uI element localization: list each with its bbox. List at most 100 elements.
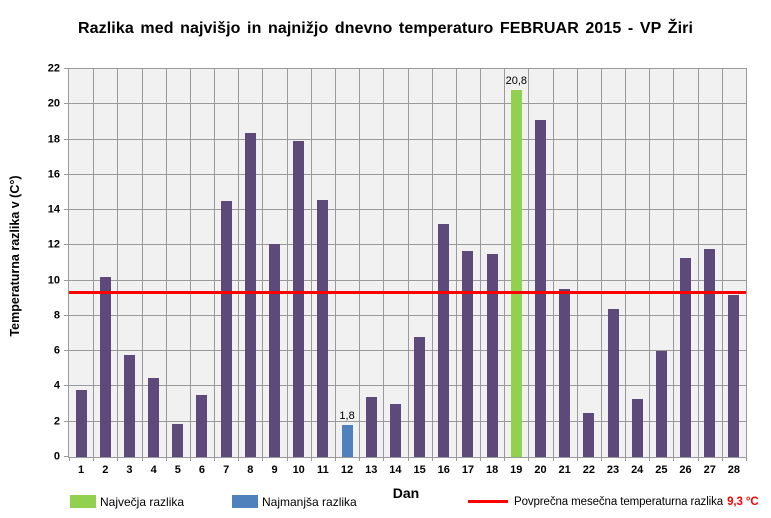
gridline-vertical bbox=[165, 69, 167, 457]
x-axis-title: Dan bbox=[392, 485, 420, 501]
x-tick-mark bbox=[455, 457, 457, 461]
x-tick-mark bbox=[238, 457, 240, 461]
gridline-vertical bbox=[383, 69, 385, 457]
legend-item-max: Največja razlika bbox=[70, 494, 184, 509]
gridline-vertical bbox=[359, 69, 361, 457]
x-tick-label: 27 bbox=[703, 464, 716, 476]
bar-day-6 bbox=[196, 395, 208, 457]
gridline-vertical bbox=[117, 69, 119, 457]
gridline-vertical bbox=[310, 69, 312, 457]
y-tick-mark bbox=[64, 350, 69, 352]
bar-day-24 bbox=[631, 398, 643, 457]
bar-day-17 bbox=[462, 250, 474, 457]
x-tick-mark bbox=[625, 457, 627, 461]
x-tick-label: 19 bbox=[510, 464, 523, 476]
gridline-vertical bbox=[721, 69, 723, 457]
gridline-vertical bbox=[431, 69, 433, 457]
gridline-vertical bbox=[673, 69, 675, 457]
x-tick-label: 4 bbox=[150, 464, 157, 476]
x-tick-mark bbox=[310, 457, 312, 461]
x-tick-label: 2 bbox=[102, 464, 109, 476]
x-tick-label: 16 bbox=[437, 464, 450, 476]
average-line bbox=[69, 290, 746, 294]
x-tick-label: 9 bbox=[271, 464, 278, 476]
x-tick-mark bbox=[165, 457, 167, 461]
y-tick-mark bbox=[64, 244, 69, 246]
x-tick-mark bbox=[383, 457, 385, 461]
gridline-vertical bbox=[189, 69, 191, 457]
gridline-vertical bbox=[625, 69, 627, 457]
bar-day-2 bbox=[99, 277, 111, 457]
x-tick-mark bbox=[746, 457, 747, 461]
x-tick-mark bbox=[673, 457, 675, 461]
bar-day-27 bbox=[704, 248, 716, 457]
y-tick-mark bbox=[64, 209, 69, 211]
x-tick-label: 24 bbox=[631, 464, 644, 476]
x-tick-mark bbox=[576, 457, 578, 461]
plot-area: 0 2 4 6 8 10 12 14 16 18 20 22 1 2 3 4 5 6 7 8 9 10 11 12 13 14 15… bbox=[48, 63, 747, 476]
y-tick-mark bbox=[64, 68, 69, 69]
y-tick-label: 20 bbox=[47, 97, 60, 110]
gridline-vertical bbox=[93, 69, 95, 457]
y-tick-label: 8 bbox=[53, 309, 60, 322]
chart-title: Razlika med najvišjo in najnižjo dnevno … bbox=[77, 20, 694, 37]
x-tick-label: 22 bbox=[582, 464, 595, 476]
bar-day-7 bbox=[220, 201, 232, 457]
x-tick-label: 8 bbox=[247, 464, 254, 476]
gridline-vertical bbox=[528, 69, 530, 457]
x-tick-label: 5 bbox=[174, 464, 181, 476]
bar-value-label: 1,8 bbox=[339, 410, 355, 423]
y-tick-label: 16 bbox=[47, 168, 60, 181]
x-tick-mark bbox=[69, 457, 70, 461]
x-tick-mark bbox=[117, 457, 119, 461]
average-legend-label: Povprečna mesečna temperaturna razlika bbox=[514, 495, 724, 508]
y-tick-mark bbox=[64, 103, 69, 105]
x-tick-label: 12 bbox=[340, 464, 354, 476]
y-tick-mark bbox=[64, 138, 69, 140]
x-tick-label: 25 bbox=[655, 464, 668, 476]
x-tick-label: 17 bbox=[461, 464, 475, 476]
x-tick-mark bbox=[649, 457, 651, 461]
y-tick-mark bbox=[64, 420, 69, 422]
y-tick-label: 10 bbox=[47, 274, 60, 287]
x-tick-mark bbox=[189, 457, 191, 461]
legend-item-average: Povprečna mesečna temperaturna razlika 9… bbox=[468, 494, 759, 509]
bar-day-25 bbox=[655, 351, 667, 457]
y-tick-label: 14 bbox=[47, 203, 60, 216]
x-tick-mark bbox=[93, 457, 95, 461]
x-tick-label: 11 bbox=[317, 464, 329, 476]
x-tick-label: 13 bbox=[365, 464, 378, 476]
x-tick-mark bbox=[407, 457, 409, 461]
gridline-vertical bbox=[480, 69, 482, 457]
x-tick-label: 6 bbox=[198, 464, 206, 476]
x-tick-mark bbox=[721, 457, 723, 461]
gridline-vertical bbox=[214, 69, 216, 457]
x-tick-mark bbox=[286, 457, 288, 461]
x-tick-mark bbox=[334, 457, 336, 461]
x-tick-mark bbox=[431, 457, 433, 461]
x-tick-label: 20 bbox=[534, 464, 547, 476]
bar-day-8 bbox=[244, 132, 256, 457]
x-tick-mark bbox=[480, 457, 482, 461]
y-tick-label: 12 bbox=[47, 238, 60, 251]
x-tick-mark bbox=[552, 457, 554, 461]
bar-day-19 bbox=[510, 90, 522, 457]
min-legend-label: Najmanjša razlika bbox=[262, 494, 357, 509]
bar-day-20 bbox=[534, 120, 546, 457]
gridline-vertical bbox=[407, 69, 409, 457]
y-tick-label: 6 bbox=[53, 344, 60, 357]
x-tick-label: 18 bbox=[486, 464, 499, 476]
bar-day-3 bbox=[123, 354, 135, 457]
bar-day-23 bbox=[607, 308, 619, 457]
bar-day-4 bbox=[148, 377, 160, 457]
bar-day-10 bbox=[293, 141, 305, 457]
gridline-vertical bbox=[262, 69, 264, 457]
x-tick-label: 28 bbox=[727, 464, 741, 476]
bar-day-15 bbox=[414, 337, 426, 457]
x-tick-mark bbox=[214, 457, 216, 461]
x-tick-mark bbox=[262, 457, 264, 461]
x-tick-label: 21 bbox=[558, 464, 571, 476]
x-tick-mark bbox=[504, 457, 506, 461]
bar-day-13 bbox=[365, 397, 377, 457]
x-tick-mark bbox=[528, 457, 530, 461]
